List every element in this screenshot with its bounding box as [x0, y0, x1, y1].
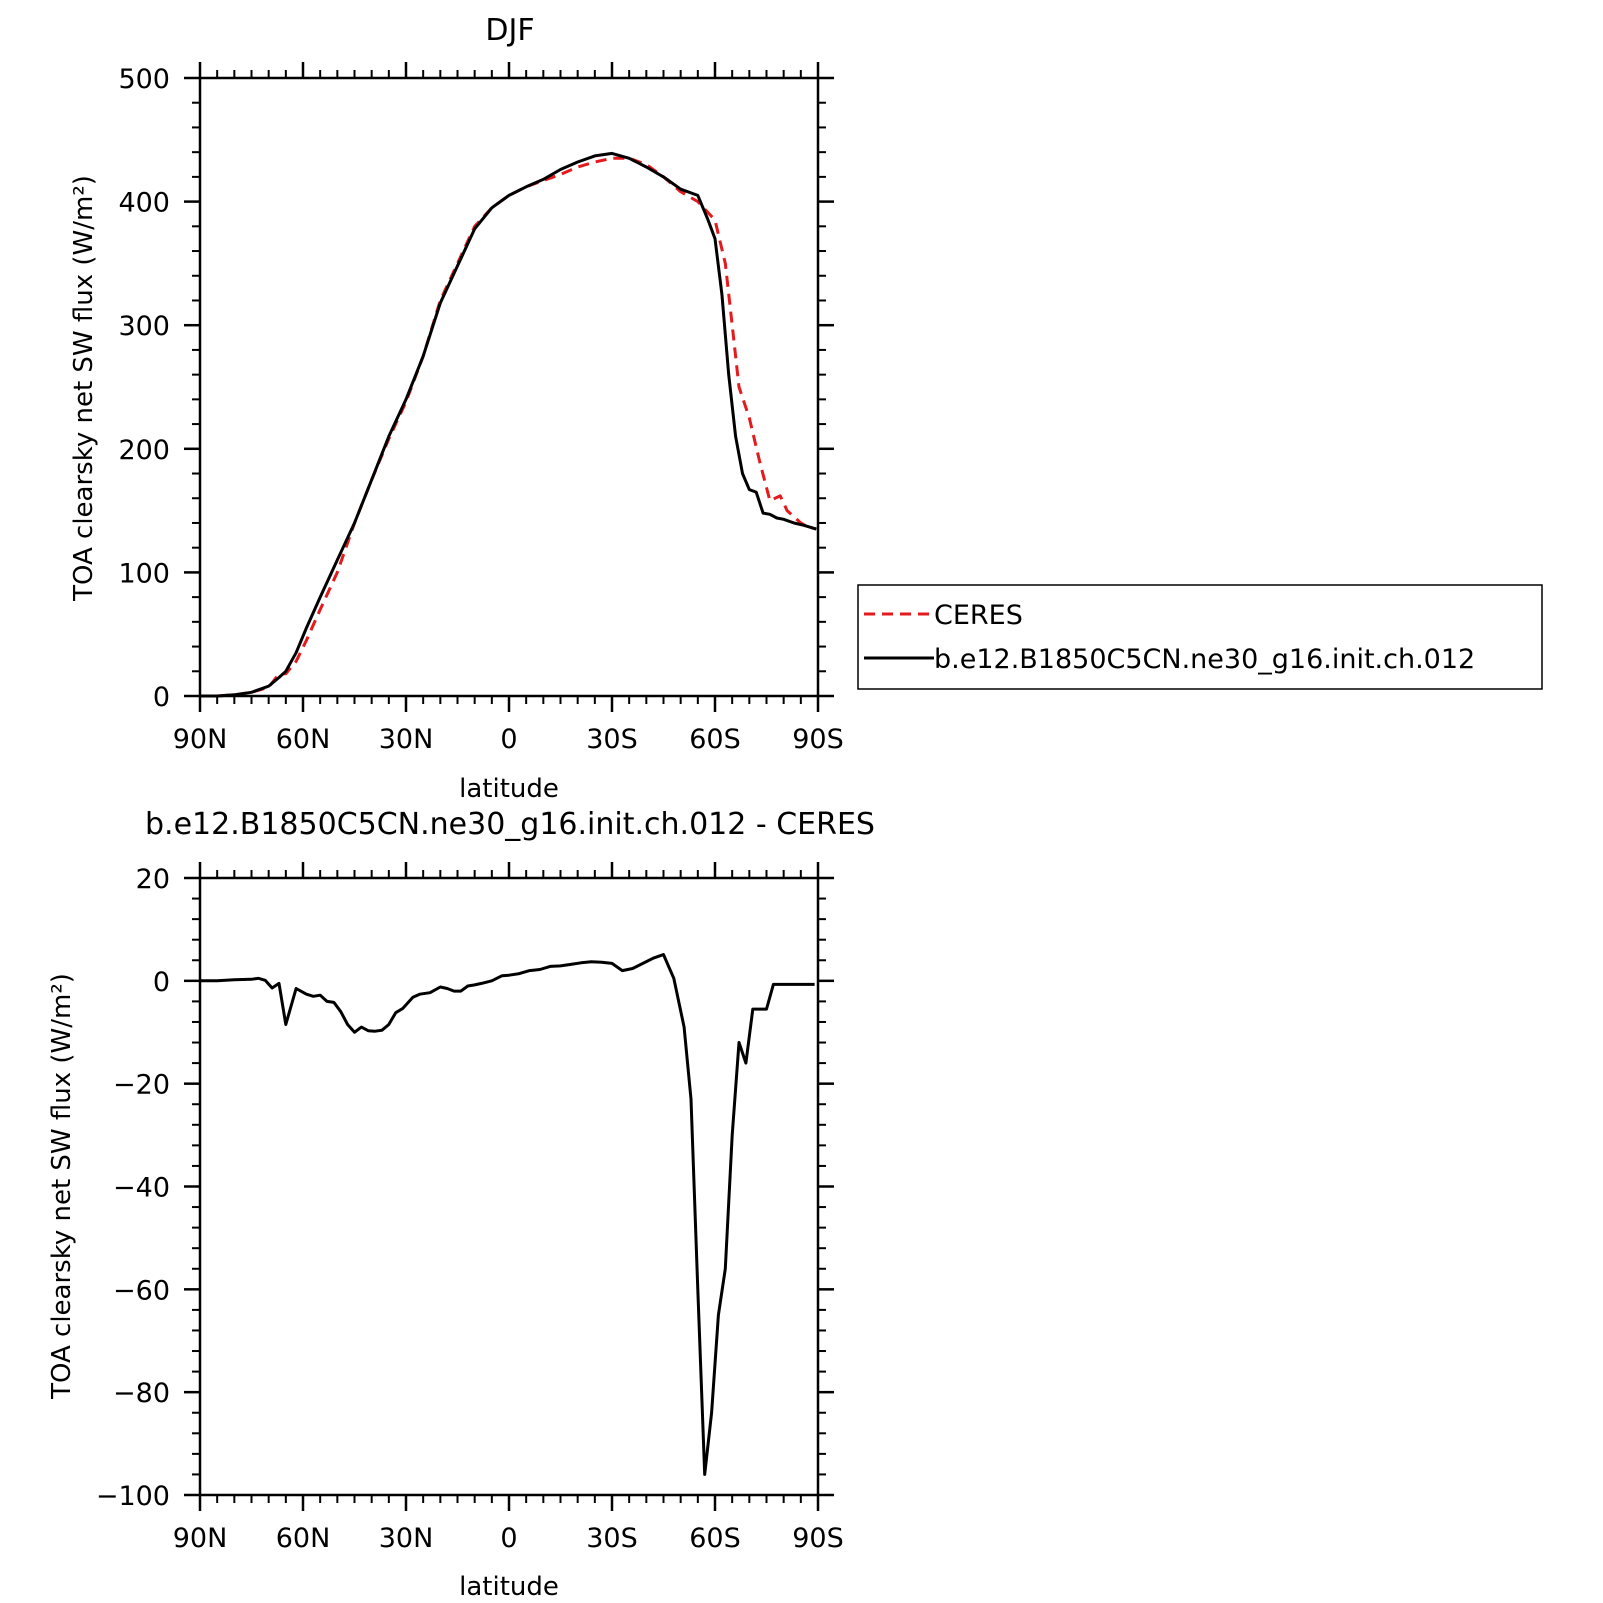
- bottom-x-axis-label: latitude: [459, 1572, 559, 1602]
- y-tick-label: −20: [113, 1070, 170, 1101]
- top-y-axis-label: TOA clearsky net SW flux (W/m²): [69, 175, 99, 602]
- x-tick-label: 0: [500, 1523, 517, 1554]
- series-line-0-0: [200, 156, 817, 698]
- y-tick-label: −40: [113, 1173, 170, 1204]
- x-tick-label: 60N: [276, 1523, 331, 1554]
- top-plot-frame: [198, 76, 820, 698]
- y-tick-label: 20: [136, 864, 170, 895]
- bottom-plot-frame: [198, 876, 820, 1497]
- top-x-axis-label: latitude: [459, 774, 559, 804]
- x-tick-label: 0: [500, 724, 517, 755]
- top-panel: DJF 90N 60N 30N 0 30S 60S 90S0100200300400500 …: [69, 13, 844, 804]
- y-tick-label: 500: [118, 64, 170, 95]
- bottom-chart-title: b.e12.B1850C5CN.ne30_g16.init.ch.012 - C…: [145, 807, 875, 842]
- x-tick-label: 30S: [586, 724, 638, 755]
- x-tick-label: 60S: [689, 1523, 741, 1554]
- x-tick-label: 30S: [586, 1523, 638, 1554]
- x-tick-label: 90S: [792, 724, 844, 755]
- bottom-y-axis-label: TOA clearsky net SW flux (W/m²): [47, 973, 77, 1400]
- bottom-panel: b.e12.B1850C5CN.ne30_g16.init.ch.012 - C…: [47, 807, 875, 1602]
- y-tick-label: 400: [118, 188, 170, 219]
- x-tick-label: 90N: [173, 724, 228, 755]
- x-tick-label: 60S: [689, 724, 741, 755]
- bottom-axis-ticks: 90N 60N 30N 0 30S 60S 90S 20 0 −20 −40 −60 −80 −100: [96, 862, 844, 1554]
- top-chart-title: DJF: [485, 13, 534, 48]
- y-tick-label: 200: [118, 435, 170, 466]
- legend-label-ceres: CERES: [934, 600, 1023, 631]
- x-tick-label: 90S: [792, 1523, 844, 1554]
- y-tick-label: 0: [153, 682, 170, 713]
- series-line-1-0: [200, 953, 815, 1476]
- legend-box: [857, 584, 1543, 690]
- x-tick-label: 30N: [379, 724, 434, 755]
- top-axis-ticks: 90N 60N 30N 0 30S 60S 90S 0 100 200 300 400 500: [118, 62, 844, 755]
- y-tick-label: 100: [118, 558, 170, 589]
- y-tick-label: −100: [96, 1481, 170, 1512]
- y-tick-label: −60: [113, 1275, 170, 1306]
- series-line-0-1: [200, 151, 817, 698]
- legend: CERES b.e12.B1850C5CN.ne30_g16.init.ch.0…: [857, 584, 1543, 690]
- top-plot-area: [200, 151, 817, 698]
- legend-label-model: b.e12.B1850C5CN.ne30_g16.init.ch.012: [934, 644, 1475, 675]
- x-tick-label: 60N: [276, 724, 331, 755]
- x-tick-label: 30N: [379, 1523, 434, 1554]
- y-tick-label: 300: [118, 311, 170, 342]
- x-tick-label: 90N: [173, 1523, 228, 1554]
- bottom-plot-area: [200, 953, 815, 1476]
- y-tick-label: 0: [153, 967, 170, 998]
- y-tick-label: −80: [113, 1378, 170, 1409]
